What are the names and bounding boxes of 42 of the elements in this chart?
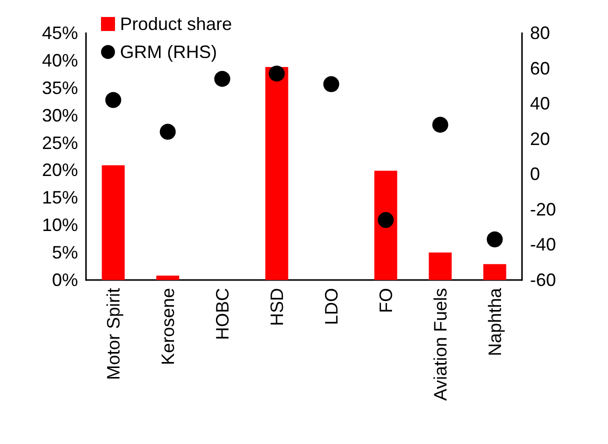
y-tick-label: 25% <box>42 132 78 153</box>
y2-tick-label: -20 <box>530 199 556 220</box>
y-tick-label: 5% <box>52 242 78 263</box>
bar <box>374 170 398 280</box>
y-tick-label: 45% <box>42 23 78 43</box>
y2-tick-label: 40 <box>530 94 550 114</box>
point <box>214 70 230 87</box>
point <box>160 124 176 140</box>
x-tick-label: Kerosene <box>158 288 178 366</box>
y-tick-label: 20% <box>42 160 78 180</box>
y-tick-label: 40% <box>42 50 78 70</box>
y2-tick-label: 20 <box>530 128 550 149</box>
point <box>323 76 340 92</box>
bar <box>483 264 506 280</box>
y2-tick-label: 60 <box>530 58 550 78</box>
point <box>378 212 394 228</box>
y-tick-label: 35% <box>42 78 78 98</box>
x-tick-label: Motor Spirit <box>103 288 124 380</box>
legend-label: GRM (RHS) <box>120 42 217 62</box>
point <box>268 66 285 82</box>
y-tick-label: 0% <box>52 270 78 290</box>
y2-tick-label: -40 <box>530 234 556 255</box>
y2-tick-label: 0 <box>530 164 540 184</box>
x-tick-label: FO <box>376 288 396 313</box>
y-tick-label: 15% <box>42 188 78 208</box>
x-tick-label: HSD <box>266 288 287 326</box>
legend-label: Product share <box>120 14 232 34</box>
y-tick-label: 30% <box>42 105 78 126</box>
y2-tick-label: 80 <box>530 23 550 43</box>
x-tick-label: LDO <box>321 288 342 326</box>
bar <box>428 252 452 280</box>
x-tick-label: HOBC <box>212 288 232 340</box>
y-tick-label: 10% <box>42 215 78 236</box>
x-tick-label: Aviation Fuels <box>430 288 450 401</box>
bar <box>265 67 288 280</box>
bar <box>102 165 125 280</box>
bar <box>156 276 180 280</box>
point <box>105 92 122 108</box>
y2-tick-label: -60 <box>530 270 556 290</box>
point <box>432 116 448 133</box>
point <box>486 231 503 248</box>
x-tick-label: Naphtha <box>484 287 505 356</box>
